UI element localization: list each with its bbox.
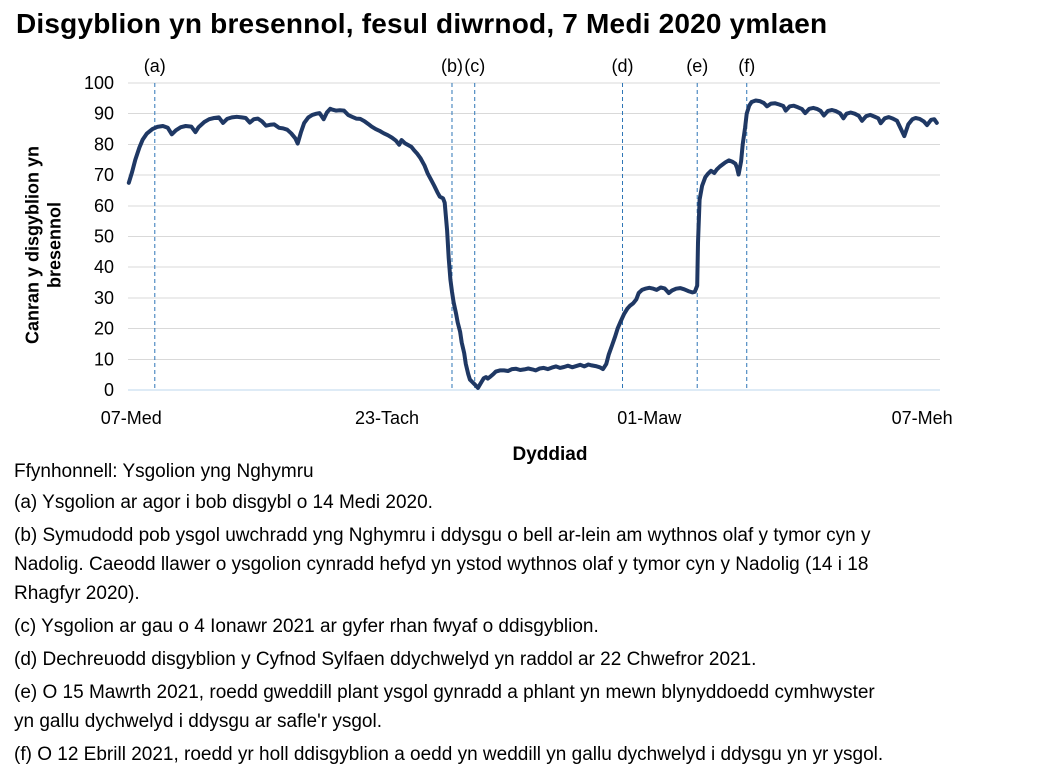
y-tick-label: 20 [94, 319, 114, 339]
footnote-d: (d) Dechreuodd disgyblion y Cyfnod Sylfa… [14, 649, 757, 670]
y-tick-label: 90 [94, 104, 114, 124]
x-tick-label: 01-Maw [617, 408, 682, 428]
footnote-f: (f) O 12 Ebrill 2021, roedd yr holl ddis… [14, 744, 884, 765]
y-tick-label: 40 [94, 257, 114, 277]
event-label-d: (d) [612, 56, 634, 76]
footnotes: (a) Ysgolion ar agor i bob disgybl o 14 … [14, 488, 1035, 773]
event-label-c: (c) [464, 56, 485, 76]
x-axis-title: Dyddiad [512, 444, 588, 465]
x-tick-label: 07-Med [101, 408, 162, 428]
data-line [126, 98, 939, 390]
event-label-f: (f) [738, 56, 755, 76]
source-note: Ffynhonnell: Ysgolion yng Nghymru [14, 461, 314, 482]
event-label-a: (a) [144, 56, 166, 76]
footnote-e: (e) O 15 Mawrth 2021, roedd gweddill pla… [14, 682, 875, 732]
x-tick-label: 07-Meh [892, 408, 953, 428]
y-tick-label: 100 [84, 73, 114, 93]
line-chart-plot: 0 10 20 30 40 50 60 70 80 90 100 07-Med 23-Tach 01-Ma… [84, 56, 953, 428]
y-tick-label: 30 [94, 288, 114, 308]
y-tick-label: 0 [104, 380, 114, 400]
y-tick-label: 70 [94, 165, 114, 185]
x-tick-label: 23-Tach [355, 408, 419, 428]
y-tick-label: 10 [94, 349, 114, 369]
event-label-e: (e) [686, 56, 708, 76]
y-tick-label: 60 [94, 196, 114, 216]
footnote-c: (c) Ysgolion ar gau o 4 Ionawr 2021 ar g… [14, 616, 599, 637]
chart-title: Disgyblion yn bresennol, fesul diwrnod, … [16, 8, 828, 39]
y-tick-label: 80 [94, 134, 114, 154]
event-label-b: (b) [441, 56, 463, 76]
footnote-b: (b) Symudodd pob ysgol uwchradd yng Nghy… [14, 525, 871, 604]
y-tick-label: 50 [94, 227, 114, 247]
footnote-a: (a) Ysgolion ar agor i bob disgybl o 14 … [14, 492, 433, 513]
